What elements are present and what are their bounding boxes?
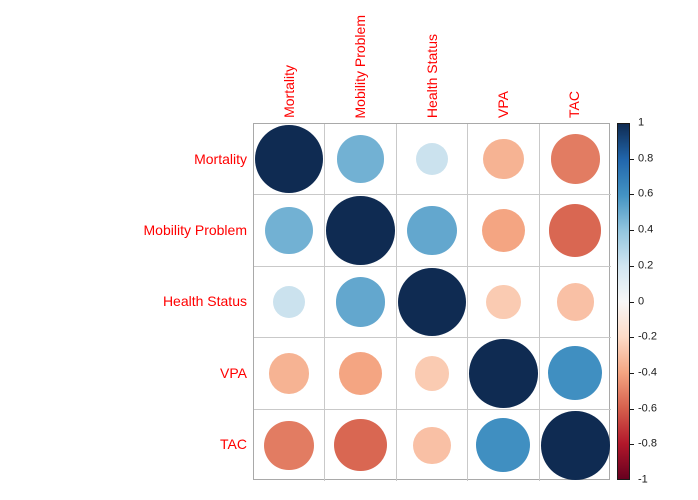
colorbar-tick-label: -0.8 bbox=[638, 437, 657, 450]
corr-circle bbox=[469, 339, 538, 408]
colorbar-tick-label: 0.2 bbox=[638, 259, 654, 272]
corr-circle bbox=[268, 353, 310, 394]
corr-circle bbox=[326, 196, 395, 265]
colorbar-tick-label: 0.4 bbox=[638, 223, 654, 236]
colorbar-tick-label: 0.6 bbox=[638, 187, 654, 200]
corr-circle bbox=[556, 283, 595, 321]
corr-circle bbox=[483, 138, 524, 180]
corr-circle bbox=[481, 208, 526, 253]
col-label-health-status: Health Status bbox=[422, 0, 442, 118]
corr-circle bbox=[548, 346, 603, 401]
colorbar-tick bbox=[630, 265, 634, 267]
corr-circle bbox=[338, 351, 383, 396]
colorbar-tick bbox=[630, 372, 634, 374]
corr-circle bbox=[264, 420, 314, 470]
corr-circle bbox=[549, 204, 602, 257]
matrix-grid bbox=[253, 123, 611, 481]
col-label-text: Mortality bbox=[280, 65, 297, 118]
col-label-mortality: Mortality bbox=[279, 0, 299, 118]
colorbar-tick-label: 1 bbox=[638, 116, 645, 129]
matrix-cell bbox=[468, 195, 540, 267]
corr-circle bbox=[336, 135, 385, 183]
matrix-cell bbox=[254, 338, 326, 410]
matrix-cell bbox=[539, 195, 611, 267]
col-label-text: Mobility Problem bbox=[352, 14, 369, 118]
matrix-cell bbox=[325, 124, 397, 196]
col-label-mobility-problem: Mobility Problem bbox=[350, 0, 370, 118]
corr-circle bbox=[407, 205, 457, 256]
matrix-cell bbox=[539, 338, 611, 410]
corr-circle bbox=[485, 284, 521, 320]
corr-circle bbox=[397, 267, 467, 337]
colorbar-tick-label: -1 bbox=[638, 473, 648, 486]
corr-circle bbox=[476, 418, 531, 473]
matrix-cell bbox=[468, 266, 540, 339]
corr-circle bbox=[334, 419, 387, 472]
matrix-cell bbox=[325, 338, 397, 410]
col-label-text: TAC bbox=[566, 91, 583, 118]
col-label-vpa: VPA bbox=[493, 0, 513, 118]
colorbar-tick bbox=[630, 301, 634, 303]
colorbar-tick bbox=[630, 337, 634, 339]
row-label-health-status: Health Status bbox=[162, 293, 247, 310]
colorbar-tick-label: -0.2 bbox=[638, 330, 657, 343]
corr-circle bbox=[415, 143, 449, 176]
colorbar-tick bbox=[630, 408, 634, 410]
colorbar-tick bbox=[630, 158, 634, 160]
colorbar bbox=[617, 123, 630, 480]
matrix-cell bbox=[396, 195, 469, 267]
colorbar-tick bbox=[630, 194, 634, 196]
col-label-text: VPA bbox=[494, 91, 511, 118]
row-label-mortality: Mortality bbox=[194, 150, 247, 167]
corr-circle bbox=[541, 411, 610, 480]
matrix-cell bbox=[254, 124, 326, 196]
matrix-cell bbox=[325, 409, 397, 481]
matrix-cell bbox=[254, 266, 326, 339]
colorbar-tick-label: 0.8 bbox=[638, 152, 654, 165]
row-label-vpa: VPA bbox=[220, 364, 247, 381]
colorbar-tick-label: -0.4 bbox=[638, 366, 657, 379]
corr-circle bbox=[413, 426, 451, 465]
row-label-tac: TAC bbox=[220, 436, 247, 453]
matrix-cell bbox=[396, 266, 469, 339]
corr-circle bbox=[273, 285, 306, 319]
corr-circle bbox=[550, 134, 600, 184]
matrix-cell bbox=[539, 124, 611, 196]
matrix-cell bbox=[396, 338, 469, 410]
colorbar-tick-label: -0.6 bbox=[638, 402, 657, 415]
col-label-tac: TAC bbox=[564, 0, 584, 118]
row-label-mobility-problem: Mobility Problem bbox=[143, 222, 247, 239]
matrix-cell bbox=[396, 124, 469, 196]
matrix-cell bbox=[468, 409, 540, 481]
corr-circle bbox=[335, 277, 386, 327]
colorbar-tick-label: 0 bbox=[638, 295, 645, 307]
colorbar-tick bbox=[630, 230, 634, 232]
matrix-cell bbox=[325, 195, 397, 267]
matrix-cell bbox=[397, 409, 469, 481]
colorbar-tick bbox=[630, 444, 634, 446]
matrix-cell bbox=[325, 266, 397, 339]
matrix-cell bbox=[254, 195, 326, 267]
corr-circle bbox=[414, 355, 450, 391]
corr-circle bbox=[254, 124, 324, 194]
corr-circle bbox=[265, 206, 313, 255]
matrix-cell bbox=[254, 409, 326, 481]
col-label-text: Health Status bbox=[423, 33, 440, 118]
matrix-cell bbox=[468, 124, 540, 196]
matrix-cell bbox=[468, 338, 540, 410]
matrix-cell bbox=[539, 267, 611, 339]
matrix-cell bbox=[540, 410, 611, 481]
